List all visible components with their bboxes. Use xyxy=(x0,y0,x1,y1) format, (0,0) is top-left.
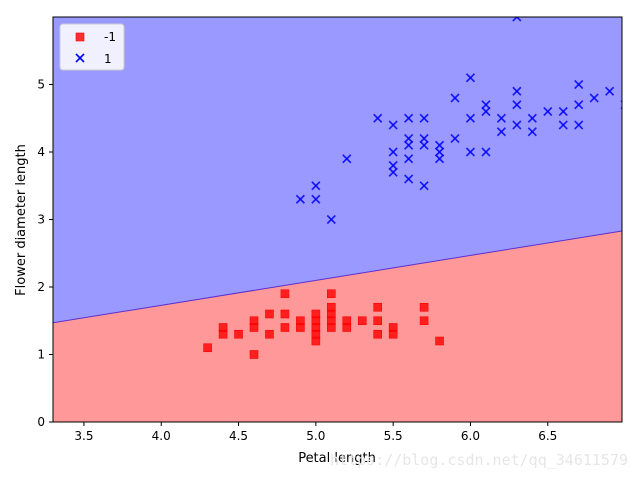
point-class-1 xyxy=(558,106,568,117)
point-class-1 xyxy=(512,86,522,96)
point-class-minus1 xyxy=(357,316,367,326)
point-class-1 xyxy=(404,113,414,123)
point-class-1 xyxy=(543,106,553,117)
y-tick-label: 3 xyxy=(37,213,45,227)
point-class-1 xyxy=(388,120,398,130)
point-class-1 xyxy=(512,17,522,22)
point-class-minus1 xyxy=(249,350,259,359)
point-class-minus1 xyxy=(311,336,321,346)
point-class-1 xyxy=(404,174,414,184)
y-tick-label: 5 xyxy=(37,78,45,92)
data-points xyxy=(203,17,622,359)
point-class-1 xyxy=(496,127,506,137)
point-class-1 xyxy=(434,154,445,164)
point-class-minus1 xyxy=(373,329,383,339)
point-class-minus1 xyxy=(373,316,383,326)
point-class-minus1 xyxy=(419,316,429,326)
point-class-minus1 xyxy=(265,329,274,339)
y-tick-label: 4 xyxy=(37,145,45,159)
legend: -1 1 xyxy=(59,23,125,71)
x-axis: 3.5 4.0 4.5 5.0 5.5 6.0 6.5 xyxy=(74,422,557,443)
point-class-minus1 xyxy=(435,336,444,346)
point-class-minus1 xyxy=(249,323,259,332)
point-class-1 xyxy=(558,120,568,130)
point-class-minus1 xyxy=(218,329,228,339)
x-tick-label: 5.5 xyxy=(384,429,403,443)
x-tick-label: 3.5 xyxy=(74,429,93,443)
point-class-minus1 xyxy=(388,329,398,339)
point-class-1 xyxy=(434,147,445,157)
legend-label-minus1: -1 xyxy=(104,30,116,44)
region-class-1 xyxy=(53,17,622,323)
point-class-minus1 xyxy=(234,329,243,339)
point-class-1 xyxy=(481,100,491,110)
watermark: https://blog.csdn.net/qq_34611579 xyxy=(330,451,628,469)
point-class-1 xyxy=(311,181,321,191)
decision-regions xyxy=(53,17,622,422)
point-class-1 xyxy=(419,140,429,150)
point-class-1 xyxy=(419,133,429,144)
legend-marker-x xyxy=(75,53,85,63)
point-class-1 xyxy=(465,73,476,83)
x-tick-label: 5.0 xyxy=(306,429,325,443)
region-class-minus1 xyxy=(53,230,622,422)
point-class-1 xyxy=(450,133,460,144)
point-class-minus1 xyxy=(419,302,429,312)
y-tick-label: 2 xyxy=(37,280,45,294)
point-class-1 xyxy=(419,113,429,123)
point-class-1 xyxy=(450,93,460,103)
point-class-minus1 xyxy=(342,323,352,332)
point-class-1 xyxy=(465,147,476,157)
point-class-1 xyxy=(605,86,615,96)
decision-boundary-line xyxy=(53,230,622,324)
x-tick-label: 6.0 xyxy=(461,429,480,443)
point-class-1 xyxy=(574,120,584,130)
point-class-1 xyxy=(481,147,491,157)
point-class-1 xyxy=(404,133,414,144)
point-class-1 xyxy=(388,167,398,177)
point-class-1 xyxy=(465,113,476,123)
point-class-1 xyxy=(311,194,321,204)
plot-frame xyxy=(52,16,623,423)
point-class-1 xyxy=(527,127,537,137)
point-class-1 xyxy=(512,120,522,130)
point-class-minus1 xyxy=(296,323,305,332)
point-class-1 xyxy=(434,140,445,150)
point-class-1 xyxy=(404,140,414,150)
y-axis-label: Flower diameter length xyxy=(14,144,29,296)
legend-marker-square xyxy=(75,32,85,42)
point-class-1 xyxy=(419,181,429,191)
x-tick-label: 4.5 xyxy=(229,429,248,443)
point-class-1 xyxy=(388,147,398,157)
point-class-1 xyxy=(388,160,398,171)
point-class-1 xyxy=(373,113,383,123)
y-axis: 0 1 2 3 4 5 xyxy=(37,78,53,429)
point-class-1 xyxy=(295,194,305,204)
point-class-minus1 xyxy=(327,289,336,299)
point-class-1 xyxy=(404,154,414,164)
point-class-minus1 xyxy=(265,309,274,319)
point-class-1 xyxy=(574,79,584,90)
point-class-1 xyxy=(481,106,491,117)
point-class-minus1 xyxy=(280,323,290,332)
point-class-1 xyxy=(527,113,537,123)
point-class-1 xyxy=(512,100,522,110)
point-class-minus1 xyxy=(327,323,336,332)
point-class-1 xyxy=(342,154,352,164)
x-tick-label: 4.0 xyxy=(152,429,171,443)
x-tick-label: 6.5 xyxy=(538,429,557,443)
point-class-1 xyxy=(326,214,336,225)
point-class-minus1 xyxy=(203,343,212,353)
point-class-1 xyxy=(589,93,599,103)
point-class-minus1 xyxy=(280,309,290,319)
point-class-minus1 xyxy=(373,302,383,312)
point-class-1 xyxy=(574,100,584,110)
x-axis-label: Petal length xyxy=(298,451,376,466)
y-tick-label: 1 xyxy=(37,348,45,362)
point-class-minus1 xyxy=(280,289,290,299)
y-tick-label: 0 xyxy=(37,415,45,429)
legend-label-1: 1 xyxy=(104,52,112,66)
point-class-1 xyxy=(496,113,506,123)
